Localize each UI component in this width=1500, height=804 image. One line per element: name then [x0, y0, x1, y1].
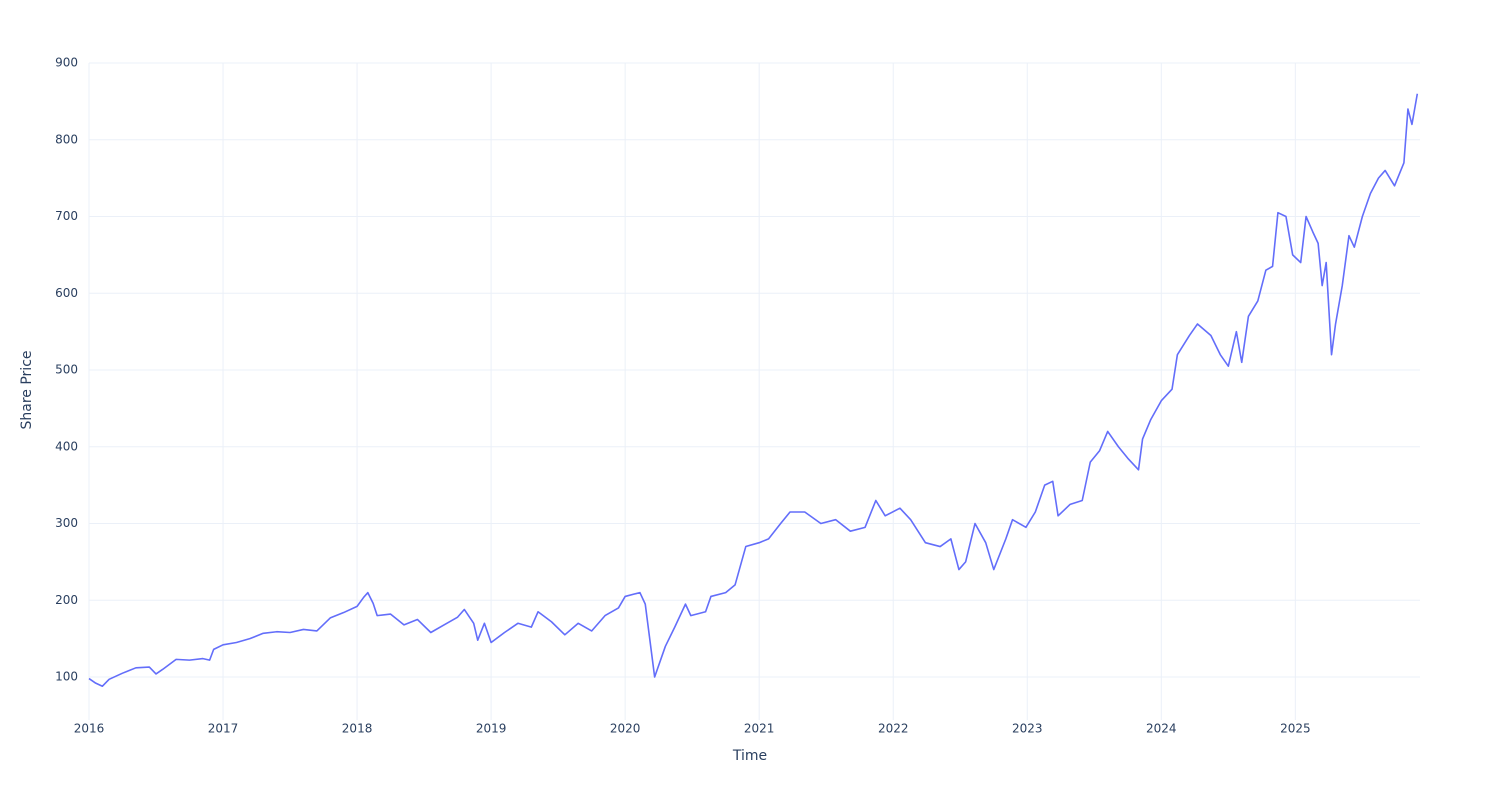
- x-tick-label: 2019: [476, 722, 507, 736]
- x-tick-label: 2021: [744, 722, 775, 736]
- y-tick-label: 900: [55, 56, 78, 70]
- y-tick-label: 500: [55, 363, 78, 377]
- y-tick-label: 800: [55, 132, 78, 146]
- x-tick-label: 2024: [1146, 722, 1177, 736]
- data-line: [88, 93, 1419, 688]
- y-tick-label: 200: [55, 593, 78, 607]
- y-tick-label: 600: [55, 286, 78, 300]
- x-tick-label: 2016: [74, 722, 105, 736]
- y-tick-label: 400: [55, 439, 78, 453]
- x-tick-label: 2017: [208, 722, 239, 736]
- y-tick-label: 700: [55, 209, 78, 223]
- x-axis-title: Time: [732, 748, 767, 764]
- y-tick-label: 100: [55, 670, 78, 684]
- x-tick-label: 2025: [1280, 722, 1311, 736]
- y-tick-label: 300: [55, 516, 78, 530]
- x-tick-label: 2022: [878, 722, 909, 736]
- x-tick-label: 2023: [1012, 722, 1043, 736]
- x-tick-label: 2018: [342, 722, 373, 736]
- x-tick-label: 2020: [610, 722, 641, 736]
- y-axis-title: Share Price: [19, 350, 35, 429]
